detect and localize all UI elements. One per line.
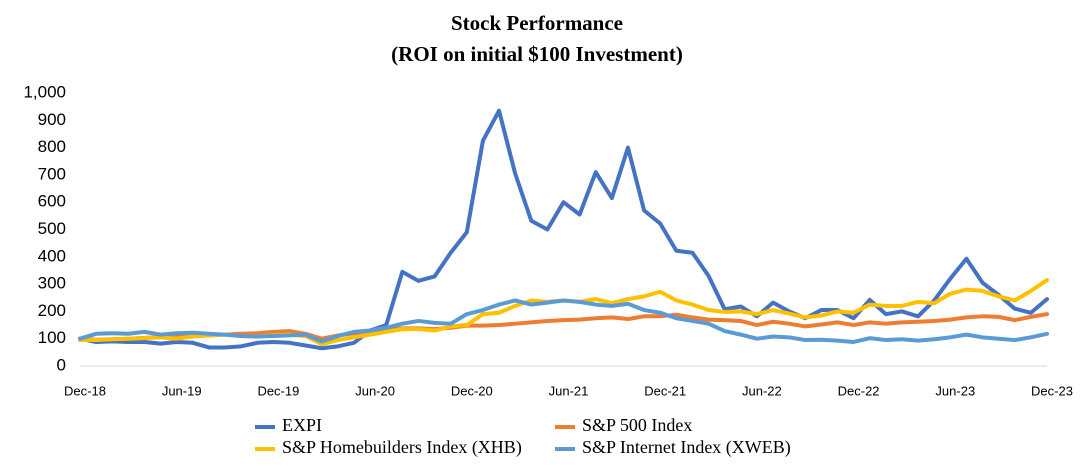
x-tick-label: Dec-22 <box>838 383 880 398</box>
x-tick-label: Jun-19 <box>162 383 202 398</box>
y-tick-label: 500 <box>38 219 66 238</box>
y-tick-label: 400 <box>38 246 66 265</box>
y-tick-label: 700 <box>38 164 66 183</box>
legend-label: EXPI <box>282 415 322 435</box>
y-tick-label: 300 <box>38 274 66 293</box>
x-tick-label: Jun-22 <box>742 383 782 398</box>
x-tick-label: Dec-18 <box>64 383 106 398</box>
y-tick-label: 800 <box>38 137 66 156</box>
y-tick-label: 0 <box>57 355 66 374</box>
chart-title: Stock Performance <box>451 11 623 35</box>
x-tick-label: Jun-21 <box>549 383 589 398</box>
legend-label: S&P 500 Index <box>582 415 692 435</box>
line-series <box>78 108 1049 351</box>
legend-label: S&P Homebuilders Index (XHB) <box>282 437 522 458</box>
y-tick-label: 200 <box>38 301 66 320</box>
x-tick-label: Jun-20 <box>355 383 395 398</box>
x-tick-label: Dec-23 <box>1031 383 1073 398</box>
chart-subtitle: (ROI on initial $100 Investment) <box>391 42 683 66</box>
line-series <box>78 298 1049 344</box>
y-tick-label: 1,000 <box>23 82 66 101</box>
y-tick-label: 600 <box>38 192 66 211</box>
x-tick-label: Jun-23 <box>935 383 975 398</box>
y-tick-label: 900 <box>38 110 66 129</box>
legend-label: S&P Internet Index (XWEB) <box>582 437 791 458</box>
line-series <box>78 312 1049 342</box>
x-tick-label: Dec-19 <box>257 383 299 398</box>
x-tick-label: Dec-21 <box>644 383 686 398</box>
y-tick-label: 100 <box>38 328 66 347</box>
x-tick-label: Dec-20 <box>451 383 493 398</box>
